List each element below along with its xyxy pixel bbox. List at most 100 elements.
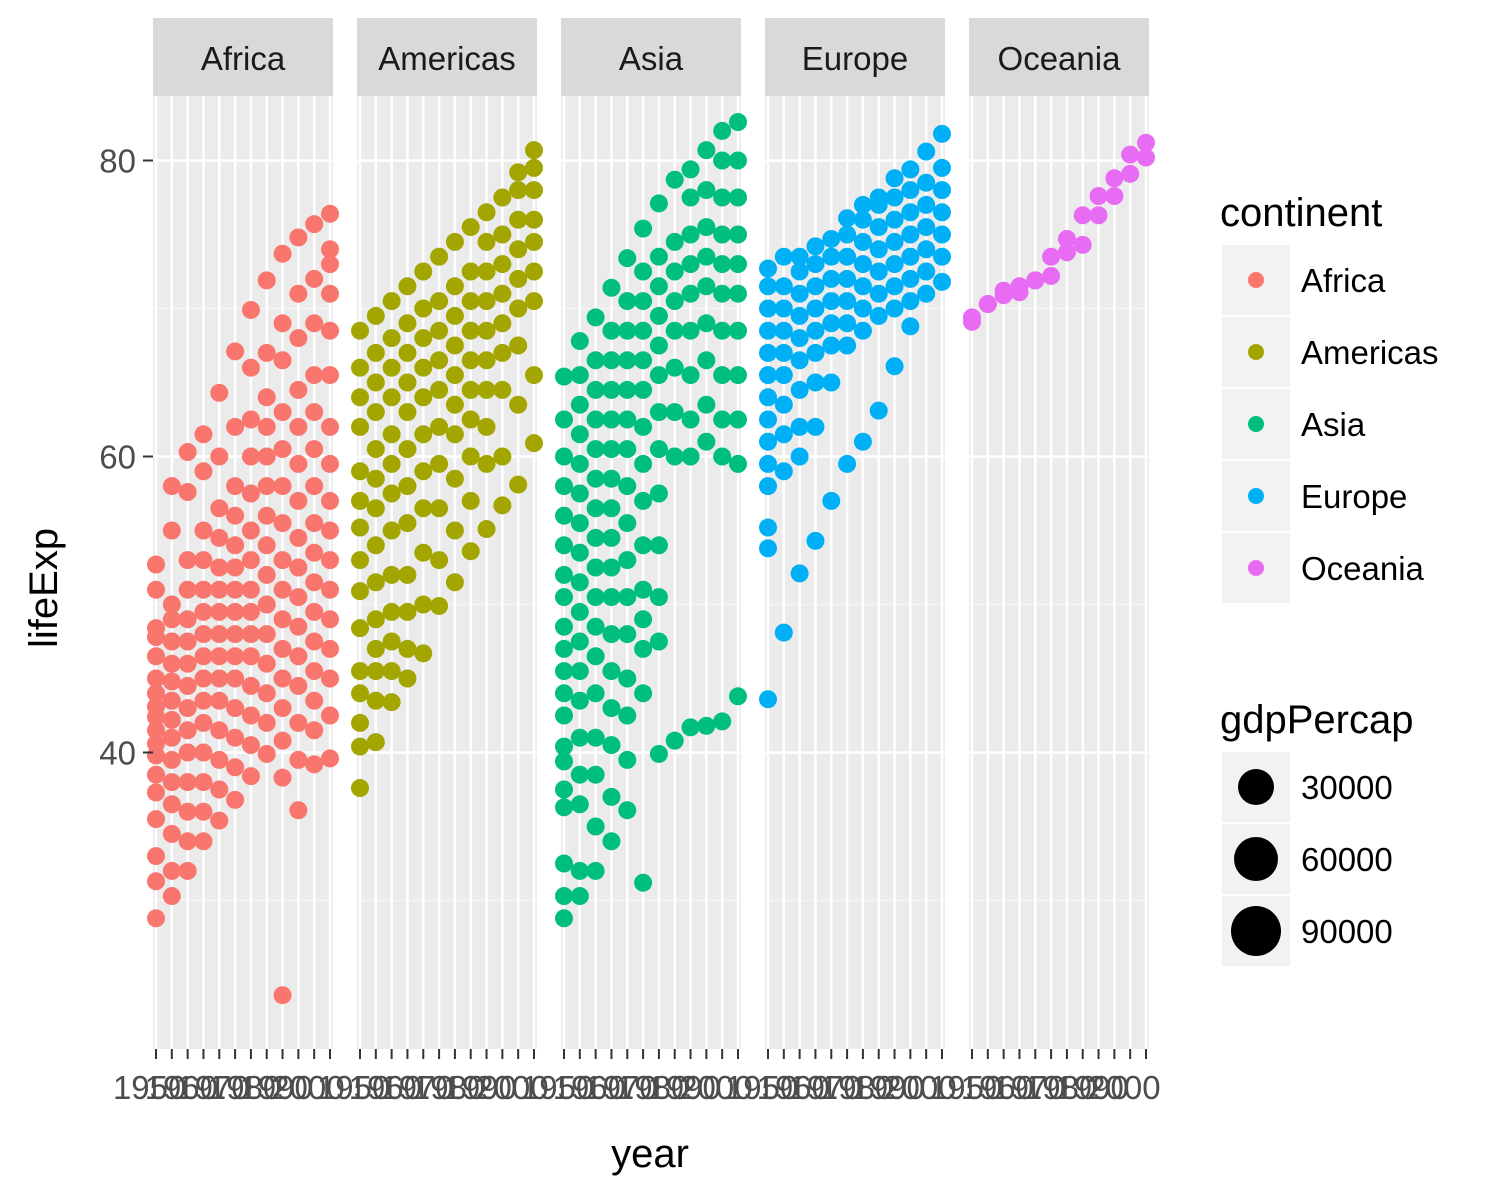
data-point-asia xyxy=(570,454,589,473)
x-tick-label: 1960 xyxy=(349,1069,422,1106)
y-tick-label: 80 xyxy=(99,143,136,180)
data-point-africa xyxy=(162,672,181,691)
data-point-americas xyxy=(351,462,369,481)
data-point-africa xyxy=(194,743,213,762)
data-point-oceania xyxy=(1137,133,1155,152)
data-point-africa xyxy=(226,506,245,525)
data-point-africa xyxy=(226,728,245,747)
data-point-americas xyxy=(461,351,480,370)
data-point-europe xyxy=(806,255,825,274)
data-point-europe xyxy=(774,343,793,362)
data-point-americas xyxy=(509,240,528,259)
data-point-asia xyxy=(665,292,684,311)
data-point-africa xyxy=(241,300,260,319)
data-point-europe xyxy=(869,262,888,281)
data-point-americas xyxy=(366,733,385,752)
data-point-asia xyxy=(570,795,589,814)
data-point-africa xyxy=(305,662,324,681)
data-point-africa xyxy=(241,602,260,621)
data-point-asia xyxy=(649,484,668,503)
data-point-europe xyxy=(917,173,936,192)
facet-strip xyxy=(153,18,333,96)
data-point-africa xyxy=(194,425,213,444)
data-point-africa xyxy=(289,491,308,510)
data-point-americas xyxy=(461,262,480,281)
x-tick-label: 1990 xyxy=(852,1069,925,1106)
data-point-asia xyxy=(555,536,573,555)
data-point-americas xyxy=(445,277,464,296)
data-point-americas xyxy=(493,380,512,399)
data-point-europe xyxy=(759,343,777,362)
data-point-africa xyxy=(257,625,276,644)
data-point-asia xyxy=(713,712,732,731)
data-point-africa xyxy=(321,669,339,688)
data-point-oceania xyxy=(1121,164,1140,183)
data-point-asia xyxy=(697,716,716,735)
data-point-asia xyxy=(713,188,732,207)
data-point-asia xyxy=(555,367,573,386)
data-point-americas xyxy=(414,299,433,318)
data-point-americas xyxy=(445,395,464,414)
data-point-europe xyxy=(806,237,825,256)
data-point-africa xyxy=(289,454,308,473)
data-point-africa xyxy=(321,321,339,340)
data-point-americas xyxy=(461,447,480,466)
data-point-africa xyxy=(289,801,308,820)
data-point-americas xyxy=(509,299,528,318)
data-point-asia xyxy=(602,736,621,755)
data-point-asia xyxy=(570,691,589,710)
data-point-asia xyxy=(681,321,700,340)
data-point-americas xyxy=(477,321,496,340)
data-point-americas xyxy=(430,551,449,570)
data-point-africa xyxy=(194,580,213,599)
data-point-africa xyxy=(210,721,229,740)
legend: continent Africa Americas Asia Europe Oceania… xyxy=(1220,191,1439,966)
data-point-europe xyxy=(933,158,951,177)
data-point-africa xyxy=(321,366,339,385)
data-point-americas xyxy=(366,306,385,325)
data-point-africa xyxy=(162,477,181,496)
data-point-americas xyxy=(351,518,369,537)
data-point-americas xyxy=(461,292,480,311)
data-point-africa xyxy=(321,580,339,599)
data-point-africa xyxy=(305,755,324,774)
data-point-europe xyxy=(917,218,936,237)
data-point-oceania xyxy=(1073,235,1092,254)
legend-label: 90000 xyxy=(1301,913,1393,950)
data-point-asia xyxy=(602,699,621,718)
data-point-africa xyxy=(321,639,339,658)
data-point-americas xyxy=(366,373,385,392)
data-point-asia xyxy=(649,588,668,607)
data-point-americas xyxy=(351,321,369,340)
data-point-asia xyxy=(634,219,653,238)
data-point-americas xyxy=(477,292,496,311)
data-point-africa xyxy=(210,558,229,577)
data-point-europe xyxy=(790,564,809,583)
data-point-asia xyxy=(618,625,637,644)
data-point-africa xyxy=(257,713,276,732)
x-tick-label: 1980 xyxy=(616,1069,689,1106)
legend-label: Oceania xyxy=(1301,550,1425,587)
data-point-africa xyxy=(178,551,197,570)
data-point-africa xyxy=(147,721,165,740)
data-point-africa xyxy=(257,565,276,584)
data-point-europe xyxy=(774,462,793,481)
data-point-oceania xyxy=(1121,145,1140,164)
data-point-africa xyxy=(257,388,276,407)
data-point-africa xyxy=(178,773,197,792)
data-point-americas xyxy=(445,336,464,355)
data-point-asia xyxy=(555,752,573,771)
data-point-africa xyxy=(162,824,181,843)
facet-strip-label: Asia xyxy=(619,40,684,77)
data-point-asia xyxy=(618,706,637,725)
data-point-africa xyxy=(273,986,292,1005)
data-point-americas xyxy=(351,582,369,601)
x-tick-label: 1960 xyxy=(145,1069,218,1106)
data-point-africa xyxy=(162,610,181,629)
x-tick-label: 1990 xyxy=(1056,1069,1129,1106)
data-point-asia xyxy=(618,380,637,399)
data-point-africa xyxy=(178,861,197,880)
data-point-asia xyxy=(555,617,573,636)
data-point-africa xyxy=(273,580,292,599)
